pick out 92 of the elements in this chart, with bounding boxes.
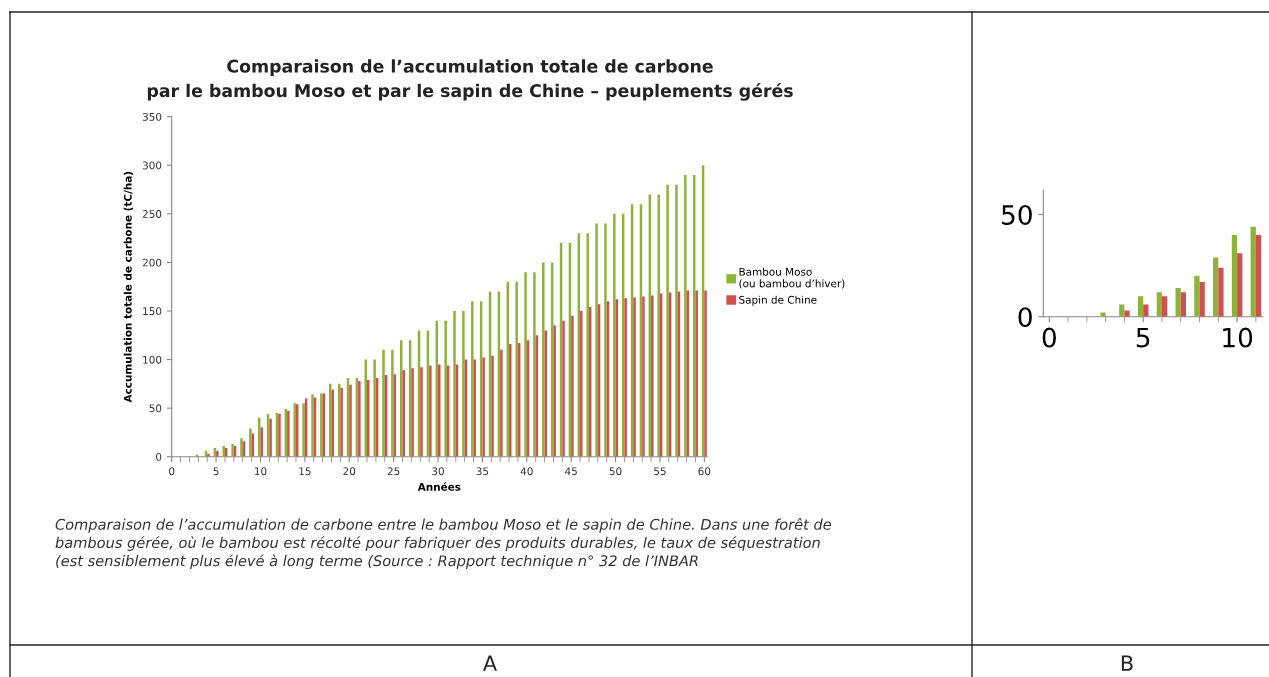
bar <box>657 194 660 457</box>
bar <box>1137 296 1144 317</box>
x-tick-label: 45 <box>565 467 577 476</box>
bar <box>675 184 678 457</box>
text: Comparaison de l’accumulation de carbone entre le bambou Moso et le sapin de Chine. Dans une forêt de bambous gérée, où le bambou est récolté pour fabriquer des produits durables, le taux de séquestration (est sensiblement plus élevé à long terme (Source : Rapport technique n° 32 de l’INBAR <box>55 518 832 570</box>
bar <box>509 344 512 457</box>
bar <box>633 297 636 457</box>
x-tick-label: 0 <box>1042 327 1056 348</box>
x-tick-label: 5 <box>1136 327 1150 348</box>
text: B <box>1121 655 1133 671</box>
x-tick-label: 40 <box>520 467 533 476</box>
bar <box>349 384 352 457</box>
bar <box>462 310 465 457</box>
bar <box>684 174 687 457</box>
bar <box>411 368 414 457</box>
x-tick-label: 10 <box>1223 327 1253 348</box>
bar <box>373 359 376 457</box>
legend-label: Bambou Moso (ou bambou d’hiver) <box>739 267 845 289</box>
bar <box>429 365 432 457</box>
x-tick-label: 15 <box>299 467 311 476</box>
bar <box>340 387 343 457</box>
y-tick-label: 200 <box>142 258 162 267</box>
bar <box>1255 234 1262 317</box>
bar <box>500 349 503 457</box>
bar <box>1156 292 1162 317</box>
bar <box>302 403 305 457</box>
bar <box>624 298 627 457</box>
bar <box>1175 288 1181 317</box>
bar <box>604 223 607 457</box>
x-tick-label: 30 <box>432 467 444 476</box>
x-tick-label: 55 <box>654 467 666 476</box>
y-axis-title: Accumulation totale de carbone (tC/ha) <box>123 171 133 403</box>
bar <box>471 301 474 457</box>
bar <box>1180 292 1187 317</box>
bar <box>580 310 583 457</box>
x-tick-label: 20 <box>343 467 356 476</box>
y-tick-label: 300 <box>142 161 162 170</box>
x-tick-label: 10 <box>254 467 267 476</box>
y-tick-label: 50 <box>149 404 162 413</box>
bar <box>444 320 447 457</box>
bar <box>438 364 441 457</box>
y-tick-label: 0 <box>156 452 162 461</box>
y-tick-label: 250 <box>142 210 162 218</box>
bar <box>1161 296 1168 317</box>
bar <box>1231 234 1238 317</box>
x-tick-label: 5 <box>213 467 219 476</box>
chart-title: Comparaison de l’accumulation totale de carbone par le bambou Moso et par le sapin de Chine – peuplements gérés <box>147 59 793 101</box>
bar <box>482 357 485 457</box>
bar <box>642 296 645 457</box>
bar <box>571 315 574 457</box>
bar <box>260 427 263 457</box>
bar <box>400 340 403 457</box>
bar <box>491 355 494 457</box>
bar <box>613 213 616 457</box>
legend-label: Sapin de Chine <box>739 295 817 306</box>
bar <box>331 389 334 457</box>
bar <box>453 310 456 457</box>
bar <box>666 184 669 457</box>
y-tick-label: 150 <box>143 307 162 316</box>
x-tick-label: 50 <box>609 467 622 476</box>
bar <box>1143 304 1149 317</box>
bar <box>515 281 518 457</box>
bar <box>533 272 536 457</box>
x-tick-label: 35 <box>476 467 489 476</box>
text: A <box>483 655 497 671</box>
bar <box>1213 257 1219 317</box>
y-tick-label: 100 <box>143 355 162 364</box>
bar <box>1237 253 1243 317</box>
bar <box>695 290 698 457</box>
x-tick-label: 0 <box>169 467 175 476</box>
bar <box>391 349 394 457</box>
bar <box>1199 281 1205 317</box>
bar <box>524 272 527 457</box>
bar <box>651 295 654 457</box>
y-tick-label: 350 <box>142 112 162 121</box>
bar <box>542 262 545 457</box>
bar <box>382 349 385 457</box>
bar <box>553 325 556 457</box>
bar <box>1124 310 1130 317</box>
bar <box>1194 275 1200 317</box>
bar <box>249 428 252 457</box>
bar <box>269 418 272 457</box>
x-axis-title: Années <box>417 482 461 491</box>
bar <box>420 367 423 457</box>
bar <box>562 320 565 457</box>
x-tick-label: 25 <box>387 467 400 476</box>
bar <box>1119 304 1125 317</box>
bar <box>595 223 598 457</box>
bar <box>1218 267 1224 317</box>
bar <box>1250 226 1256 317</box>
bar <box>586 233 589 457</box>
x-tick-label: 60 <box>698 467 711 476</box>
